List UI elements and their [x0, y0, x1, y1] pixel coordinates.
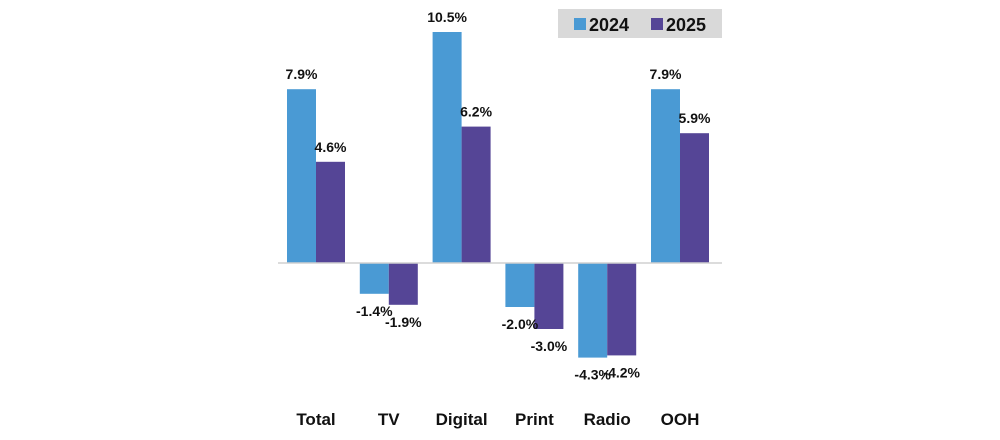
data-label-print-2024: -2.0%	[502, 316, 539, 332]
bar-ooh-2025	[680, 133, 709, 263]
bar-print-2024	[505, 263, 535, 307]
data-label-digital-2024: 10.5%	[427, 9, 467, 25]
data-label-total-2025: 4.6%	[315, 139, 347, 155]
bar-total-2025	[316, 161, 345, 263]
bar-radio-2024	[578, 263, 608, 358]
bar-radio-2025	[607, 263, 637, 356]
data-label-digital-2025: 6.2%	[460, 104, 492, 120]
bar-print-2025	[534, 263, 564, 329]
data-label-tv-2025: -1.9%	[385, 314, 422, 330]
data-label-total-2024: 7.9%	[286, 66, 318, 82]
legend-swatch-2025	[651, 18, 663, 30]
category-label-ooh: OOH	[661, 410, 700, 429]
data-label-ooh-2025: 5.9%	[679, 110, 711, 126]
bar-tv-2025	[388, 263, 418, 305]
category-label-tv: TV	[378, 410, 400, 429]
data-label-tv-2024: -1.4%	[356, 303, 393, 319]
legend-label-2024: 2024	[589, 15, 629, 35]
bar-total-2024	[287, 89, 316, 263]
data-label-ooh-2024: 7.9%	[650, 66, 682, 82]
category-label-total: Total	[296, 410, 335, 429]
data-label-print-2025: -3.0%	[531, 338, 568, 354]
category-label-digital: Digital	[436, 410, 488, 429]
data-label-radio-2024: -4.3%	[574, 367, 611, 383]
category-label-radio: Radio	[584, 410, 631, 429]
bar-ooh-2024	[651, 89, 680, 263]
legend: 2024 2025	[558, 9, 722, 38]
bars-layer	[287, 32, 709, 358]
bar-digital-2025	[461, 126, 491, 263]
data-label-radio-2025: -4.2%	[603, 364, 640, 380]
category-label-print: Print	[515, 410, 554, 429]
category-labels-layer: Total TV Digital Print Radio OOH	[296, 410, 699, 429]
bar-tv-2024	[359, 263, 389, 294]
data-labels-layer: 7.9% 4.6% -1.4%-1.9% 10.5% 6.2% -2.0% -3.0% -4.…	[286, 9, 711, 383]
legend-swatch-2024	[574, 18, 586, 30]
bar-digital-2024	[432, 32, 462, 263]
legend-label-2025: 2025	[666, 15, 706, 35]
